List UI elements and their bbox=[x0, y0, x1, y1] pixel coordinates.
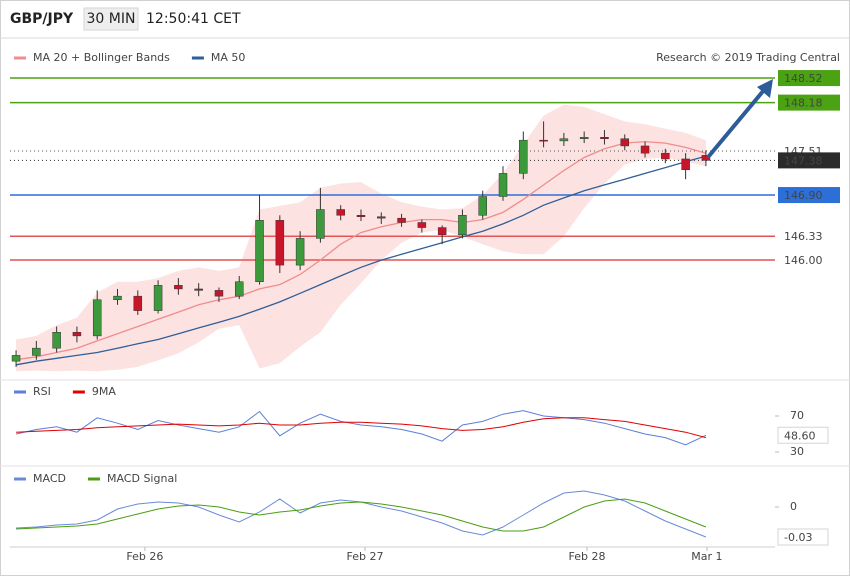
candle-body bbox=[539, 139, 548, 142]
legend-label: MA 50 bbox=[211, 51, 246, 64]
candle-body bbox=[32, 347, 41, 356]
candle-body bbox=[498, 173, 508, 197]
candle-body bbox=[701, 155, 711, 161]
candle-body bbox=[255, 220, 264, 282]
candle-body bbox=[437, 227, 447, 236]
candle-body bbox=[194, 288, 203, 291]
timeframe: 30 MIN bbox=[87, 11, 136, 27]
forecast-arrowhead bbox=[757, 79, 773, 98]
legend-label: RSI bbox=[33, 385, 51, 398]
candle-body bbox=[397, 217, 406, 223]
candle-body bbox=[640, 145, 650, 154]
candle-body bbox=[417, 222, 427, 228]
price-level-box bbox=[778, 152, 840, 169]
candle-body bbox=[234, 281, 244, 297]
candle-body bbox=[214, 290, 224, 297]
candle-body bbox=[113, 295, 122, 301]
y-tick-label: 70 bbox=[790, 409, 804, 422]
candle-body bbox=[579, 137, 589, 139]
x-tick-label: Mar 1 bbox=[691, 550, 722, 563]
candle-body bbox=[559, 138, 569, 142]
candle-body bbox=[478, 196, 487, 216]
legend-label: MA 20 + Bollinger Bands bbox=[33, 51, 170, 64]
forecast-arrow bbox=[707, 88, 766, 158]
candle-body bbox=[295, 238, 305, 266]
price-level-label: 147.38 bbox=[784, 154, 823, 167]
candle-body bbox=[377, 216, 386, 219]
legend-label: 9MA bbox=[92, 385, 116, 398]
x-tick-label: Feb 27 bbox=[347, 550, 384, 563]
legend-label: MACD bbox=[33, 472, 66, 485]
candle-body bbox=[133, 295, 143, 311]
x-tick-label: Feb 28 bbox=[569, 550, 606, 563]
candle-body bbox=[661, 152, 670, 160]
timeframe-box bbox=[83, 7, 139, 31]
credit: Research © 2019 Trading Central bbox=[656, 51, 840, 64]
candle-body bbox=[336, 209, 345, 216]
value-marker-label: -0.03 bbox=[784, 531, 812, 544]
candle-body bbox=[681, 158, 690, 171]
price-level-label: 146.33 bbox=[784, 230, 823, 243]
candle-body bbox=[11, 355, 21, 362]
candle-body bbox=[153, 285, 163, 311]
price-level-label: 148.52 bbox=[784, 72, 823, 85]
candle-body bbox=[620, 138, 630, 147]
candle-body bbox=[458, 215, 467, 236]
candle-body bbox=[72, 332, 82, 337]
price-level-box bbox=[778, 187, 840, 204]
indicator-line bbox=[15, 410, 707, 446]
ma-line bbox=[16, 140, 707, 361]
candle-body bbox=[52, 332, 61, 349]
legend-label: MACD Signal bbox=[107, 472, 177, 485]
ma-line bbox=[15, 155, 707, 366]
candle-body bbox=[174, 285, 183, 290]
y-tick-label: 0 bbox=[790, 500, 797, 513]
indicator-line bbox=[16, 417, 707, 439]
candle-body bbox=[316, 209, 325, 239]
symbol: GBP/JPY bbox=[10, 11, 74, 27]
candle-body bbox=[356, 215, 366, 217]
value-marker-box bbox=[777, 426, 829, 444]
label-layer: 148.52148.18147.51147.38146.90146.33146.… bbox=[14, 51, 840, 563]
x-tick-label: Feb 26 bbox=[126, 550, 163, 563]
indicator-line bbox=[16, 498, 707, 532]
price-level-label: 146.90 bbox=[784, 189, 823, 202]
value-marker-label: 48.60 bbox=[784, 429, 816, 442]
candle-body bbox=[92, 299, 102, 337]
y-tick-label: 30 bbox=[790, 445, 804, 458]
candle-body bbox=[275, 220, 285, 266]
time: 12:50:41 CET bbox=[146, 11, 241, 27]
plot: 148.52148.18147.51147.38146.90146.33146.… bbox=[10, 51, 840, 563]
price-level-box bbox=[778, 94, 840, 111]
price-level-label: 148.18 bbox=[784, 97, 823, 110]
band-layer bbox=[10, 77, 775, 372]
bollinger-band bbox=[16, 104, 706, 372]
mark-layer bbox=[11, 121, 711, 367]
candle-body bbox=[600, 137, 609, 139]
price-level-label: 146.00 bbox=[784, 254, 823, 267]
price-level-box bbox=[778, 70, 840, 87]
candle-body bbox=[519, 139, 528, 174]
line-layer bbox=[15, 140, 707, 538]
value-marker-box bbox=[777, 528, 829, 546]
